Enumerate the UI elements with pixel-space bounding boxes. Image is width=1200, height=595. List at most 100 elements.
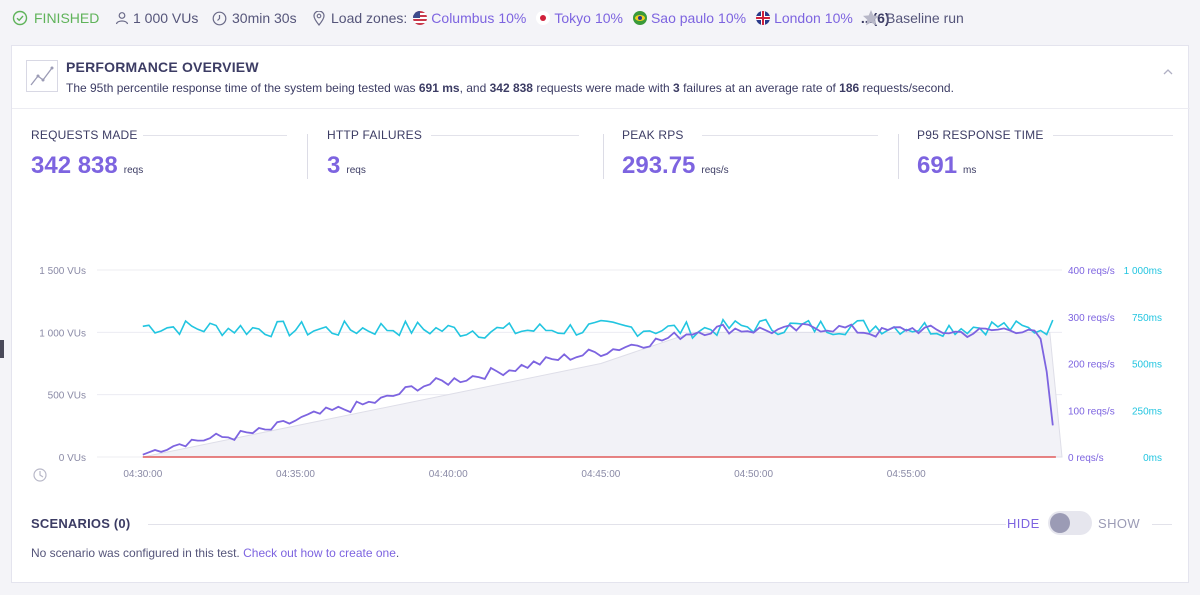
check-circle-icon: [12, 10, 28, 26]
overview-title: PERFORMANCE OVERVIEW: [66, 59, 259, 75]
stat-value: 3: [327, 152, 341, 179]
stat-unit: ms: [963, 165, 977, 176]
requests-value: 342 838: [489, 81, 533, 95]
chart-ticks: 1 500 VUs 1 000 VUs 500 VUs 0 VUs 400 reqs/s…: [33, 266, 1162, 482]
side-drawer-handle[interactable]: [0, 340, 4, 358]
baseline-label: Baseline run: [886, 10, 964, 26]
overview-description: The 95th percentile response time of the…: [66, 81, 954, 95]
vus-info: 1 000 VUs: [115, 9, 198, 27]
clock-hands: [39, 471, 44, 478]
uk-flag-icon: [756, 11, 771, 25]
zone-pct: 10%: [718, 10, 747, 26]
duration-info: 30min 30s: [212, 9, 297, 27]
overview-text: , and: [459, 81, 490, 95]
show-label[interactable]: SHOW: [1098, 516, 1141, 531]
stat-rule: [431, 135, 579, 136]
chart-lines: [142, 318, 1056, 458]
zone-pct: 10%: [594, 10, 623, 26]
p95-value: 691 ms: [418, 81, 460, 95]
stat-value: 342 838: [31, 152, 118, 179]
response-time-line: [142, 318, 1054, 340]
hide-label[interactable]: HIDE: [1007, 516, 1040, 531]
zone-name[interactable]: Sao paulo: [650, 10, 715, 26]
overview-text: The 95th percentile response time of the…: [66, 81, 419, 95]
stat-http-failures: HTTP FAILURES 3 reqs: [327, 128, 595, 180]
stat-unit: reqs: [123, 165, 144, 176]
y-left-tick: 1 000 VUs: [39, 328, 86, 339]
baseline-run[interactable]: Baseline run: [862, 9, 964, 27]
y-right-ms-tick: 250ms: [1132, 406, 1162, 417]
location-pin-icon: [313, 10, 325, 26]
performance-chart[interactable]: 1 500 VUs 1 000 VUs 500 VUs 0 VUs 400 reqs/s…: [12, 258, 1188, 508]
duration-text: 30min 30s: [232, 10, 297, 26]
stat-rule: [702, 135, 878, 136]
toggle-knob: [1050, 513, 1070, 533]
clock-icon: [212, 11, 227, 25]
zone-pct: 10%: [824, 10, 853, 26]
performance-overview-panel: PERFORMANCE OVERVIEW The 95th percentile…: [11, 45, 1190, 583]
stat-separator: [898, 134, 899, 179]
failures-value: 3: [673, 81, 680, 95]
zone-pct: 10%: [498, 10, 527, 26]
y-right-rps-tick: 200 reqs/s: [1068, 360, 1115, 371]
rps-line: [142, 322, 1054, 456]
stat-unit: reqs: [346, 165, 366, 176]
scenarios-message: No scenario was configured in this test.…: [31, 546, 399, 560]
overview-text: requests/second.: [859, 81, 954, 95]
create-scenario-link[interactable]: Check out how to create one: [243, 546, 396, 560]
test-run-header: FINISHED 1 000 VUs 30min 30s Load zones:…: [0, 0, 1200, 36]
y-left-tick: 500 VUs: [48, 391, 86, 402]
zone-name[interactable]: Tokyo: [554, 10, 591, 26]
status-text: FINISHED: [34, 10, 100, 26]
stat-separator: [307, 134, 308, 179]
stat-peak-rps: PEAK RPS 293.75 reqs/s: [622, 128, 890, 180]
y-right-rps-tick: 300 reqs/s: [1068, 313, 1115, 324]
stat-value: 293.75: [622, 152, 696, 179]
brazil-flag-icon: [632, 11, 647, 25]
y-right-ms-tick: 500ms: [1132, 360, 1162, 371]
y-left-tick: 1 500 VUs: [39, 266, 86, 277]
stat-p95-response: P95 RESPONSE TIME 691 ms: [917, 128, 1185, 180]
zone-name[interactable]: London: [774, 10, 821, 26]
chevron-up-icon[interactable]: [1162, 66, 1174, 78]
y-right-ms-tick: 750ms: [1132, 313, 1162, 324]
us-flag-icon: [413, 11, 428, 25]
x-tick: 04:45:00: [581, 469, 620, 480]
y-left-tick: 0 VUs: [59, 453, 86, 464]
chart-line-icon: [26, 60, 58, 92]
x-tick: 04:40:00: [429, 469, 468, 480]
scenarios-title: SCENARIOS (0): [31, 516, 131, 531]
y-right-rps-tick: 400 reqs/s: [1068, 266, 1115, 277]
stat-unit: reqs/s: [701, 165, 729, 176]
scenarios-rule-end: [1152, 524, 1172, 525]
overview-divider: [12, 108, 1190, 109]
scenarios-message-end: .: [395, 546, 400, 560]
stat-label: HTTP FAILURES: [327, 128, 423, 142]
stat-label: REQUESTS MADE: [31, 128, 138, 142]
y-right-ms-tick: 0ms: [1143, 453, 1162, 464]
stat-rule: [143, 135, 287, 136]
load-zones: Load zones: Columbus 10% Tokyo 10% Sao p…: [313, 9, 890, 27]
x-tick: 04:55:00: [887, 469, 926, 480]
stat-separator: [603, 134, 604, 179]
clock-face: [33, 468, 47, 482]
scenarios-toggle[interactable]: [1048, 511, 1092, 535]
y-right-ms-tick: 1 000ms: [1124, 266, 1162, 277]
user-icon: [115, 12, 129, 25]
stat-label: PEAK RPS: [622, 128, 684, 142]
japan-flag-icon: [536, 11, 551, 25]
status-badge: FINISHED: [12, 9, 99, 27]
x-tick: 04:30:00: [123, 469, 162, 480]
vus-series: [142, 331, 1063, 458]
vus-area: [142, 331, 1063, 458]
star-icon[interactable]: [862, 9, 880, 27]
x-axis-clock-icon: [33, 468, 47, 482]
vus-text: 1 000 VUs: [133, 10, 199, 26]
overview-text: failures at an average rate of: [679, 81, 840, 95]
scenarios-rule: [148, 524, 1006, 525]
rate-value: 186: [839, 81, 860, 95]
y-right-rps-tick: 100 reqs/s: [1068, 406, 1115, 417]
load-zones-label: Load zones:: [331, 10, 408, 26]
zone-name[interactable]: Columbus: [431, 10, 495, 26]
stat-rule: [1053, 135, 1173, 136]
